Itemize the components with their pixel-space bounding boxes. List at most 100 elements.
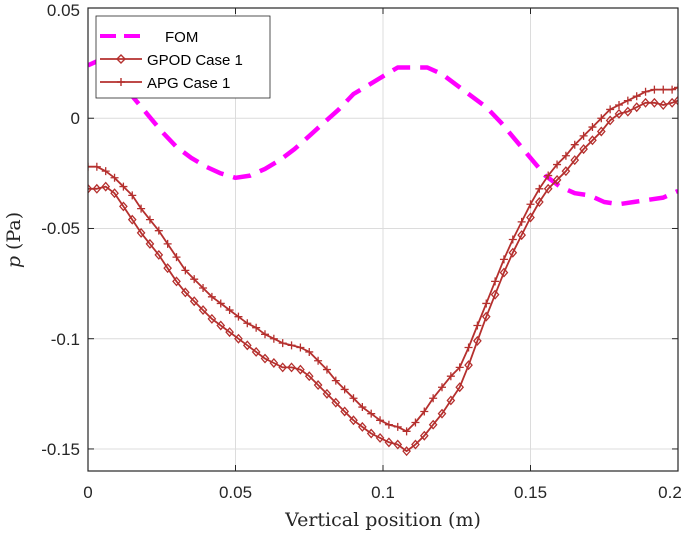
data-point-gpod-case-1 [269,357,279,368]
data-point-gpod-case-1 [428,419,438,430]
data-point-apg-case-1 [172,253,181,262]
data-point-apg-case-1 [145,215,154,224]
series-line-apg-case-1 [88,86,678,433]
data-point-gpod-case-1 [481,311,491,322]
data-point-gpod-case-1 [154,249,164,260]
data-point-apg-case-1 [287,341,296,350]
data-point-apg-case-1 [674,83,678,92]
data-point-apg-case-1 [579,131,588,140]
data-point-apg-case-1 [455,363,464,372]
data-point-apg-case-1 [464,343,473,352]
data-point-apg-case-1 [535,184,544,193]
data-point-apg-case-1 [128,191,137,200]
data-point-apg-case-1 [110,173,119,182]
data-point-apg-case-1 [402,427,411,436]
data-point-apg-case-1 [668,85,677,94]
data-point-gpod-case-1 [623,106,633,117]
data-point-gpod-case-1 [508,247,518,258]
data-point-gpod-case-1 [579,144,588,155]
data-point-gpod-case-1 [145,238,155,249]
data-point-apg-case-1 [491,277,500,286]
data-point-apg-case-1 [632,92,641,101]
data-point-apg-case-1 [163,239,172,248]
data-point-gpod-case-1 [357,421,367,432]
data-point-gpod-case-1 [296,364,305,375]
data-point-apg-case-1 [570,140,579,149]
x-tick-label: 0.2 [658,483,682,502]
data-point-apg-case-1 [393,422,402,431]
data-point-apg-case-1 [243,319,252,328]
data-point-gpod-case-1 [375,432,385,443]
data-point-apg-case-1 [446,372,455,381]
data-point-gpod-case-1 [225,327,234,338]
data-point-apg-case-1 [482,299,491,308]
legend-box [95,15,271,99]
data-point-apg-case-1 [207,292,216,301]
data-point-gpod-case-1 [561,166,571,177]
legend: FOM GPOD Case 1 APG Case 1 [95,15,271,99]
data-point-apg-case-1 [650,85,659,94]
series-line-fom [88,56,678,207]
data-point-gpod-case-1 [490,289,500,300]
data-point-apg-case-1 [659,85,668,94]
data-point-gpod-case-1 [632,102,642,113]
data-point-gpod-case-1 [437,408,447,419]
y-tick-label: -0.05 [41,219,80,238]
data-point-gpod-case-1 [499,267,509,278]
data-point-apg-case-1 [420,407,429,416]
data-point-gpod-case-1 [136,227,146,238]
data-point-apg-case-1 [544,171,553,180]
data-point-gpod-case-1 [411,439,420,450]
data-point-apg-case-1 [553,160,562,169]
data-point-gpod-case-1 [216,320,226,331]
data-point-apg-case-1 [367,409,376,418]
x-axis-label: Vertical position (m) [284,509,481,531]
data-point-gpod-case-1 [673,95,678,106]
data-point-apg-case-1 [252,323,261,332]
y-tick-label: 0 [71,109,80,128]
data-point-gpod-case-1 [419,430,429,441]
data-point-gpod-case-1 [614,108,624,119]
series-layer [88,56,678,457]
data-point-gpod-case-1 [596,126,606,137]
data-point-apg-case-1 [411,418,420,427]
data-point-gpod-case-1 [384,437,394,448]
data-point-gpod-case-1 [331,397,341,408]
data-point-apg-case-1 [517,217,526,226]
data-point-gpod-case-1 [278,362,288,373]
data-point-gpod-case-1 [287,362,296,373]
data-point-apg-case-1 [473,321,482,330]
data-point-gpod-case-1 [180,287,190,298]
data-point-gpod-case-1 [119,201,128,212]
data-point-gpod-case-1 [110,188,119,199]
legend-marker-gpod [116,54,126,64]
data-point-gpod-case-1 [304,371,314,382]
data-point-gpod-case-1 [127,214,137,225]
y-axis-tick-labels: 0.05 0 -0.05 -0.1 -0.15 [41,1,80,459]
data-point-apg-case-1 [92,162,101,171]
data-point-apg-case-1 [561,151,570,160]
data-point-apg-case-1 [296,343,305,352]
data-point-apg-case-1 [322,365,331,374]
y-tick-label: -0.15 [41,440,80,459]
data-point-gpod-case-1 [543,183,553,194]
data-point-gpod-case-1 [534,197,544,208]
data-point-gpod-case-1 [198,305,208,316]
data-point-gpod-case-1 [517,230,527,241]
data-point-gpod-case-1 [322,388,332,399]
data-point-gpod-case-1 [366,428,376,439]
data-point-apg-case-1 [623,96,632,105]
data-point-apg-case-1 [190,275,199,284]
data-point-apg-case-1 [606,105,615,114]
data-point-apg-case-1 [615,101,623,110]
data-point-gpod-case-1 [473,335,482,346]
data-point-gpod-case-1 [189,296,199,307]
data-point-apg-case-1 [88,162,92,171]
y-axis-symbol: p [3,256,25,268]
y-axis-unit: (Pa) [3,212,25,250]
data-point-apg-case-1 [641,87,650,96]
data-point-apg-case-1 [597,114,606,123]
data-point-gpod-case-1 [588,135,597,146]
data-point-gpod-case-1 [446,395,456,406]
